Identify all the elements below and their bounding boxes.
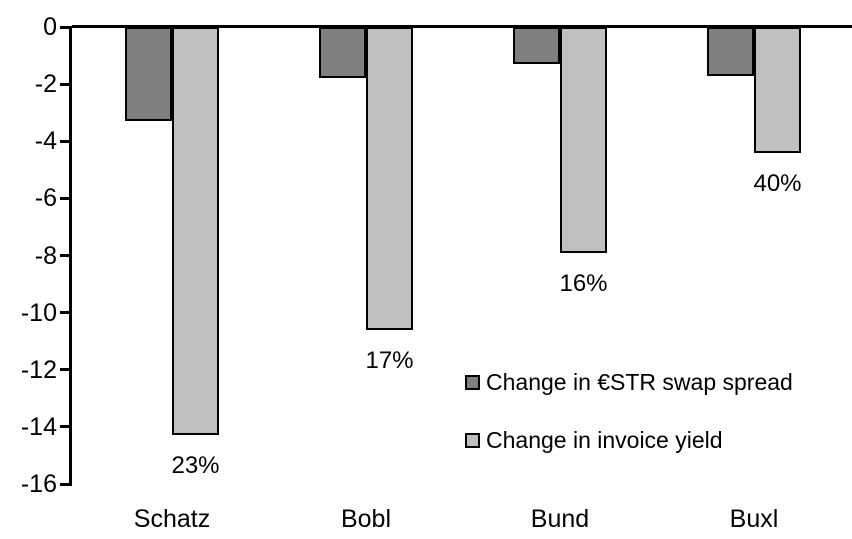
- data-label-buxl: 40%: [753, 169, 802, 197]
- bar-change-in-invoice-yield-schatz: [172, 27, 219, 436]
- y-tick-mark: [60, 254, 72, 257]
- legend-label-swap-spread: Change in €STR swap spread: [486, 369, 793, 395]
- y-tick-mark: [60, 139, 72, 143]
- data-label-schatz: 23%: [171, 452, 220, 480]
- data-label-bobl: 17%: [365, 346, 414, 374]
- legend-swatch-invoice-yield: [465, 432, 480, 448]
- y-tick-label: -10: [20, 298, 57, 327]
- y-axis-line: [69, 26, 72, 486]
- y-tick-label: -14: [20, 412, 57, 441]
- y-tick-label: 0: [43, 13, 57, 41]
- legend-item-swap-spread: Change in €STR swap spread: [465, 369, 793, 395]
- category-label-bobl: Bobl: [340, 505, 392, 533]
- legend-item-invoice-yield: Change in invoice yield: [465, 427, 723, 453]
- legend-swatch-swap-spread: [465, 374, 480, 390]
- bar-change-in-invoice-yield-bund: [560, 27, 607, 253]
- category-label-schatz: Schatz: [133, 505, 211, 533]
- y-tick-label: -8: [34, 241, 57, 270]
- y-tick-mark: [60, 196, 72, 200]
- zero-baseline: [72, 25, 852, 28]
- category-label-buxl: Buxl: [729, 505, 779, 533]
- bar-change-in-str-swap-spread-bobl: [319, 27, 366, 79]
- y-tick-mark: [60, 25, 72, 29]
- y-tick-label: -2: [34, 70, 57, 99]
- bar-change-in-invoice-yield-bobl: [366, 27, 413, 330]
- y-tick-mark: [60, 482, 72, 486]
- y-tick-mark: [60, 368, 72, 372]
- bar-change-in-str-swap-spread-buxl: [707, 27, 754, 76]
- y-tick-mark: [60, 311, 72, 315]
- legend-label-invoice-yield: Change in invoice yield: [486, 427, 723, 453]
- y-tick-label: -4: [34, 127, 57, 156]
- bar-change-in-invoice-yield-buxl: [754, 27, 801, 153]
- y-tick-label: -12: [20, 355, 57, 384]
- y-tick-label: -6: [34, 184, 57, 213]
- data-label-bund: 16%: [559, 269, 608, 297]
- category-label-bund: Bund: [530, 505, 590, 533]
- y-tick-mark: [60, 82, 72, 86]
- y-tick-mark: [60, 425, 72, 429]
- bar-change-in-str-swap-spread-schatz: [125, 27, 172, 122]
- y-tick-label: -16: [20, 470, 57, 498]
- bar-change-in-str-swap-spread-bund: [513, 27, 560, 65]
